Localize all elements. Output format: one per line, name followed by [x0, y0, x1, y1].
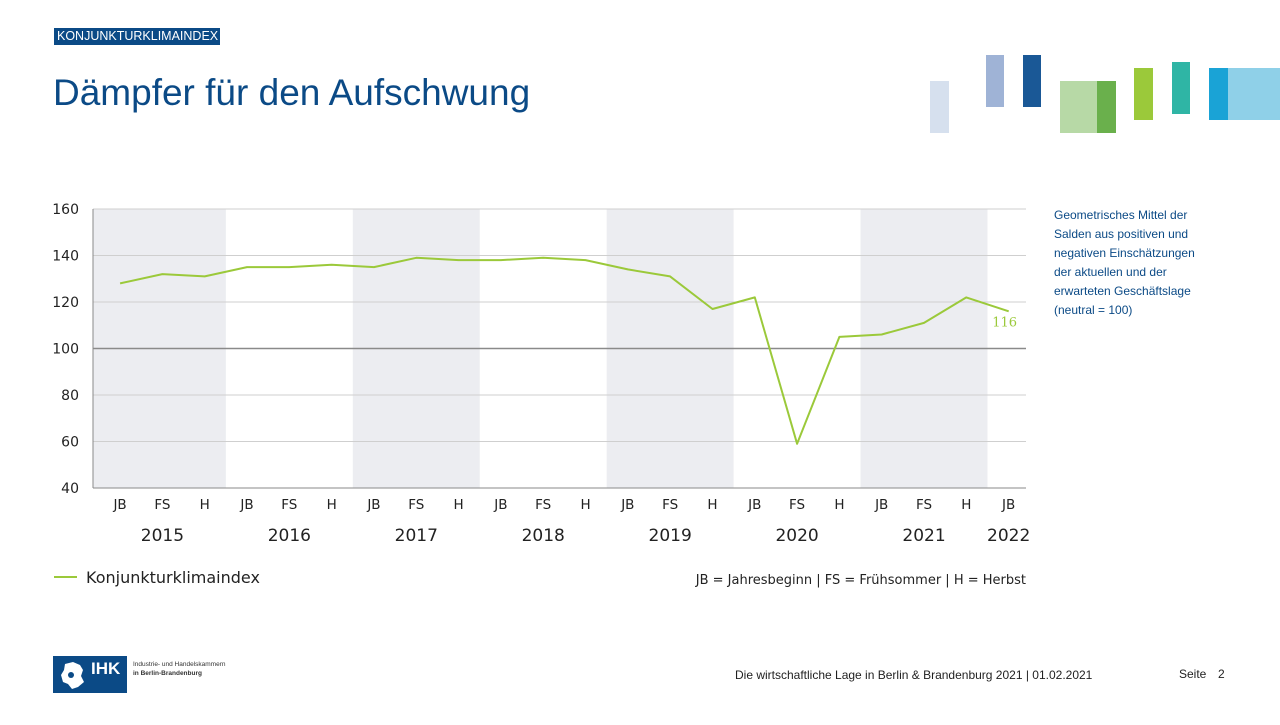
- logo-badge: IHK: [53, 656, 127, 693]
- brandenburg-map-icon: [61, 662, 84, 689]
- deco-block-8: [1209, 68, 1228, 120]
- x-tick-label: JB: [874, 497, 888, 513]
- x-tick-label: H: [834, 497, 844, 513]
- end-value-label: 116: [992, 315, 1017, 330]
- y-tick-label: 160: [52, 202, 79, 218]
- y-tick-label: 100: [52, 342, 79, 358]
- x-tick-label: FS: [154, 497, 170, 513]
- data-point: [458, 259, 460, 261]
- data-point: [161, 273, 163, 275]
- data-point: [796, 443, 798, 445]
- year-label-2020: 2020: [775, 526, 818, 546]
- deco-block-9: [1228, 68, 1280, 120]
- year-label-2022: 2022: [987, 526, 1030, 546]
- y-tick-label: 40: [61, 481, 79, 497]
- x-tick-label: H: [707, 497, 717, 513]
- legend-label: Konjunkturklimaindex: [86, 568, 260, 587]
- ihk-logo: IHK Industrie- und Handelskammern in Ber…: [53, 655, 233, 693]
- page-number: 2: [1218, 667, 1225, 681]
- data-point: [1008, 310, 1010, 312]
- x-tick-label: H: [961, 497, 971, 513]
- chart-note: Geometrisches Mittel der Salden aus posi…: [1054, 208, 1195, 317]
- section-tag: KONJUNKTURKLIMAINDEX: [54, 28, 220, 45]
- x-tick-label: FS: [662, 497, 678, 513]
- data-point: [585, 259, 587, 261]
- deco-block-4: [1060, 81, 1098, 133]
- y-tick-label: 60: [61, 435, 79, 451]
- data-point: [246, 266, 248, 268]
- x-tick-label: H: [327, 497, 337, 513]
- deco-block-6: [1134, 68, 1153, 120]
- logo-abbr: IHK: [91, 659, 121, 678]
- footer-text: Die wirtschaftliche Lage in Berlin & Bra…: [735, 668, 1093, 682]
- x-tick-label: FS: [916, 497, 932, 513]
- deco-block-1: [930, 81, 949, 133]
- y-tick-label: 80: [61, 388, 79, 404]
- x-tick-label: JB: [366, 497, 380, 513]
- deco-block-7: [1172, 62, 1190, 114]
- year-label-2015: 2015: [141, 526, 184, 546]
- data-point: [373, 266, 375, 268]
- data-point: [711, 308, 713, 310]
- data-point: [204, 275, 206, 277]
- x-tick-label: JB: [620, 497, 634, 513]
- data-point: [288, 266, 290, 268]
- x-tick-label: FS: [408, 497, 424, 513]
- year-label-2017: 2017: [395, 526, 438, 546]
- page-label: Seite: [1179, 667, 1207, 681]
- y-tick-label: 140: [52, 249, 79, 265]
- year-label-2016: 2016: [268, 526, 311, 546]
- x-tick-label: H: [454, 497, 464, 513]
- data-point: [119, 282, 121, 284]
- x-tick-label: H: [580, 497, 590, 513]
- data-point: [669, 275, 671, 277]
- deco-block-2: [986, 55, 1004, 107]
- series-line-konjunkturklimaindex: [119, 256, 1010, 445]
- year-label-2021: 2021: [902, 526, 945, 546]
- x-tick-label: JB: [493, 497, 507, 513]
- data-point: [331, 264, 333, 266]
- data-point: [923, 322, 925, 324]
- data-point: [415, 257, 417, 259]
- year-label-2018: 2018: [522, 526, 565, 546]
- x-tick-label: H: [200, 497, 210, 513]
- x-tick-label: FS: [281, 497, 297, 513]
- data-point: [627, 268, 629, 270]
- logo-line-1: Industrie- und Handelskammern: [133, 661, 226, 668]
- deco-block-5: [1097, 81, 1116, 133]
- data-point: [838, 336, 840, 338]
- data-point: [965, 296, 967, 298]
- legend-abbreviations: JB = Jahresbeginn | FS = Frühsommer | H …: [695, 573, 1026, 588]
- data-point: [500, 259, 502, 261]
- x-tick-label: JB: [747, 497, 761, 513]
- x-tick-label: JB: [239, 497, 253, 513]
- x-tick-label: JB: [1001, 497, 1015, 513]
- year-label-2019: 2019: [649, 526, 692, 546]
- x-tick-label: JB: [112, 497, 126, 513]
- y-tick-label: 120: [52, 295, 79, 311]
- logo-line-2: in Berlin-Brandenburg: [133, 670, 202, 677]
- x-tick-label: FS: [535, 497, 551, 513]
- x-tick-label: FS: [789, 497, 805, 513]
- data-point: [881, 334, 883, 336]
- deco-block-3: [1023, 55, 1041, 107]
- page-title: Dämpfer für den Aufschwung: [53, 72, 531, 113]
- data-point: [542, 257, 544, 259]
- data-point: [754, 296, 756, 298]
